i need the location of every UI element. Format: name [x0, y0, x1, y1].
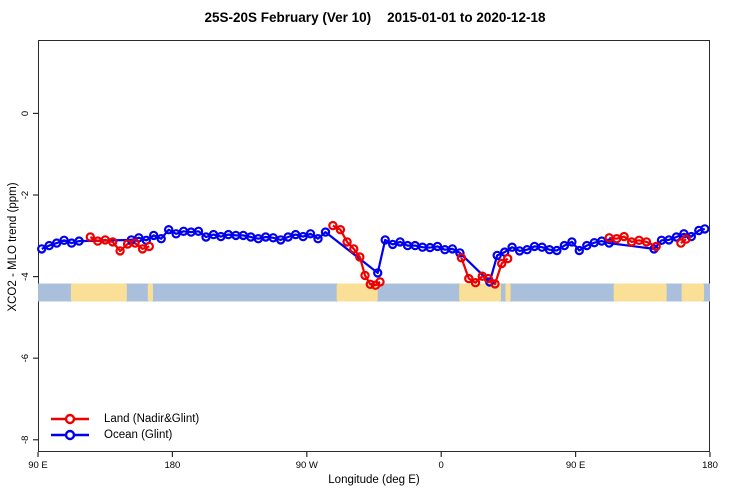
data-point-1 [490, 279, 500, 289]
data-point-1 [115, 246, 125, 256]
data-point-1 [470, 278, 481, 288]
map-band-land-patch [459, 283, 501, 302]
chart-title: 25S-20S February (Ver 10) 2015-01-01 to 2… [0, 10, 750, 25]
y-tick-label: -2 [20, 191, 31, 199]
legend-item-land: Land (Nadir&Glint) [50, 411, 199, 427]
legend-label-land: Land (Nadir&Glint) [104, 413, 200, 425]
data-point-0 [664, 235, 674, 245]
chart-title-text: 25S-20S February (Ver 10) [204, 10, 372, 25]
x-tick-label: 90 W [296, 460, 318, 471]
data-point-0 [298, 231, 308, 242]
data-point-1 [497, 258, 507, 269]
data-point-0 [447, 244, 458, 254]
data-point-0 [552, 245, 562, 256]
data-point-1 [360, 270, 370, 281]
data-point-1 [464, 273, 474, 284]
chart-date-range: 2015-01-01 to 2020-12-18 [387, 10, 546, 25]
y-tick-label: -4 [20, 272, 31, 280]
data-point-1 [144, 241, 154, 252]
data-point-1 [365, 279, 375, 289]
data-point-1 [85, 232, 96, 242]
data-point-0 [74, 236, 84, 246]
data-point-0 [559, 240, 570, 251]
x-tick-label: 90 E [28, 460, 48, 471]
x-axis-title: Longitude (deg E) [328, 474, 420, 486]
data-point-0 [156, 233, 166, 244]
data-point-0 [455, 248, 465, 258]
map-band-land-patch [613, 283, 667, 302]
data-point-0 [59, 235, 69, 245]
map-band-land-patch [70, 283, 127, 302]
data-point-1 [349, 244, 359, 254]
data-point-0 [574, 245, 585, 256]
data-point-0 [148, 230, 159, 241]
y-tick-label: 0 [20, 111, 31, 116]
data-point-0 [507, 242, 517, 252]
y-tick-label: -8 [20, 436, 31, 444]
data-point-0 [305, 229, 316, 239]
data-point-0 [276, 235, 286, 245]
data-point-1 [375, 277, 385, 287]
legend: Land (Nadir&Glint) Ocean (Glint) [50, 411, 199, 443]
data-point-0 [492, 250, 502, 261]
data-point-1 [456, 253, 467, 263]
data-point-0 [193, 226, 204, 236]
data-point-0 [395, 237, 405, 247]
data-point-0 [582, 240, 592, 251]
data-point-1 [355, 252, 365, 262]
data-point-0 [163, 224, 174, 235]
data-point-1 [619, 231, 629, 242]
data-point-0 [320, 227, 331, 237]
x-tick-label: 90 E [566, 460, 586, 471]
series-line-1 [609, 235, 657, 248]
data-point-0 [522, 244, 532, 255]
data-point-1 [681, 234, 691, 244]
data-point-0 [380, 235, 390, 245]
data-point-0 [671, 232, 682, 242]
x-tick-label: 180 [164, 460, 180, 471]
data-point-1 [130, 238, 140, 248]
map-band-land-patch [681, 283, 705, 302]
data-point-0 [373, 268, 383, 278]
data-point-1 [335, 224, 346, 235]
data-point-1 [107, 237, 118, 247]
data-point-1 [342, 237, 352, 247]
x-tick-label: 0 [439, 460, 444, 471]
y-tick-label: -6 [20, 354, 31, 362]
data-point-0 [567, 237, 577, 247]
data-point-0 [313, 233, 323, 244]
data-point-1 [641, 237, 652, 247]
data-point-0 [432, 241, 443, 252]
legend-land-marker-icon [51, 413, 89, 425]
legend-ocean-marker-icon [51, 429, 89, 441]
data-point-0 [37, 244, 47, 254]
data-point-0 [52, 238, 62, 248]
data-point-0 [700, 224, 710, 234]
map-band-land-patch [147, 283, 153, 302]
data-point-0 [604, 238, 614, 248]
data-point-1 [483, 273, 493, 284]
data-point-1 [503, 253, 513, 264]
legend-label-ocean: Ocean (Glint) [104, 429, 173, 441]
x-tick-label: 180 [702, 460, 718, 471]
legend-item-ocean: Ocean (Glint) [50, 427, 199, 443]
map-band-land-patch [505, 283, 511, 302]
data-point-1 [651, 241, 661, 252]
y-axis-title: XCO2 - MLO trend (ppm) [7, 182, 19, 312]
data-point-1 [328, 220, 338, 231]
